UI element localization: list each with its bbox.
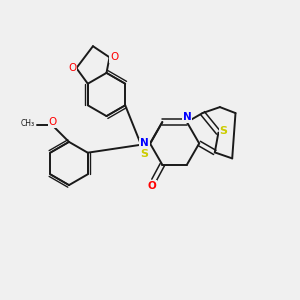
- Text: CH₃: CH₃: [20, 119, 34, 128]
- Text: O: O: [68, 63, 76, 73]
- Text: N: N: [140, 138, 149, 148]
- Text: S: S: [141, 148, 148, 159]
- Text: N: N: [182, 112, 191, 122]
- Text: O: O: [48, 117, 57, 128]
- Text: S: S: [220, 126, 227, 136]
- Text: O: O: [148, 181, 157, 191]
- Text: O: O: [110, 52, 118, 62]
